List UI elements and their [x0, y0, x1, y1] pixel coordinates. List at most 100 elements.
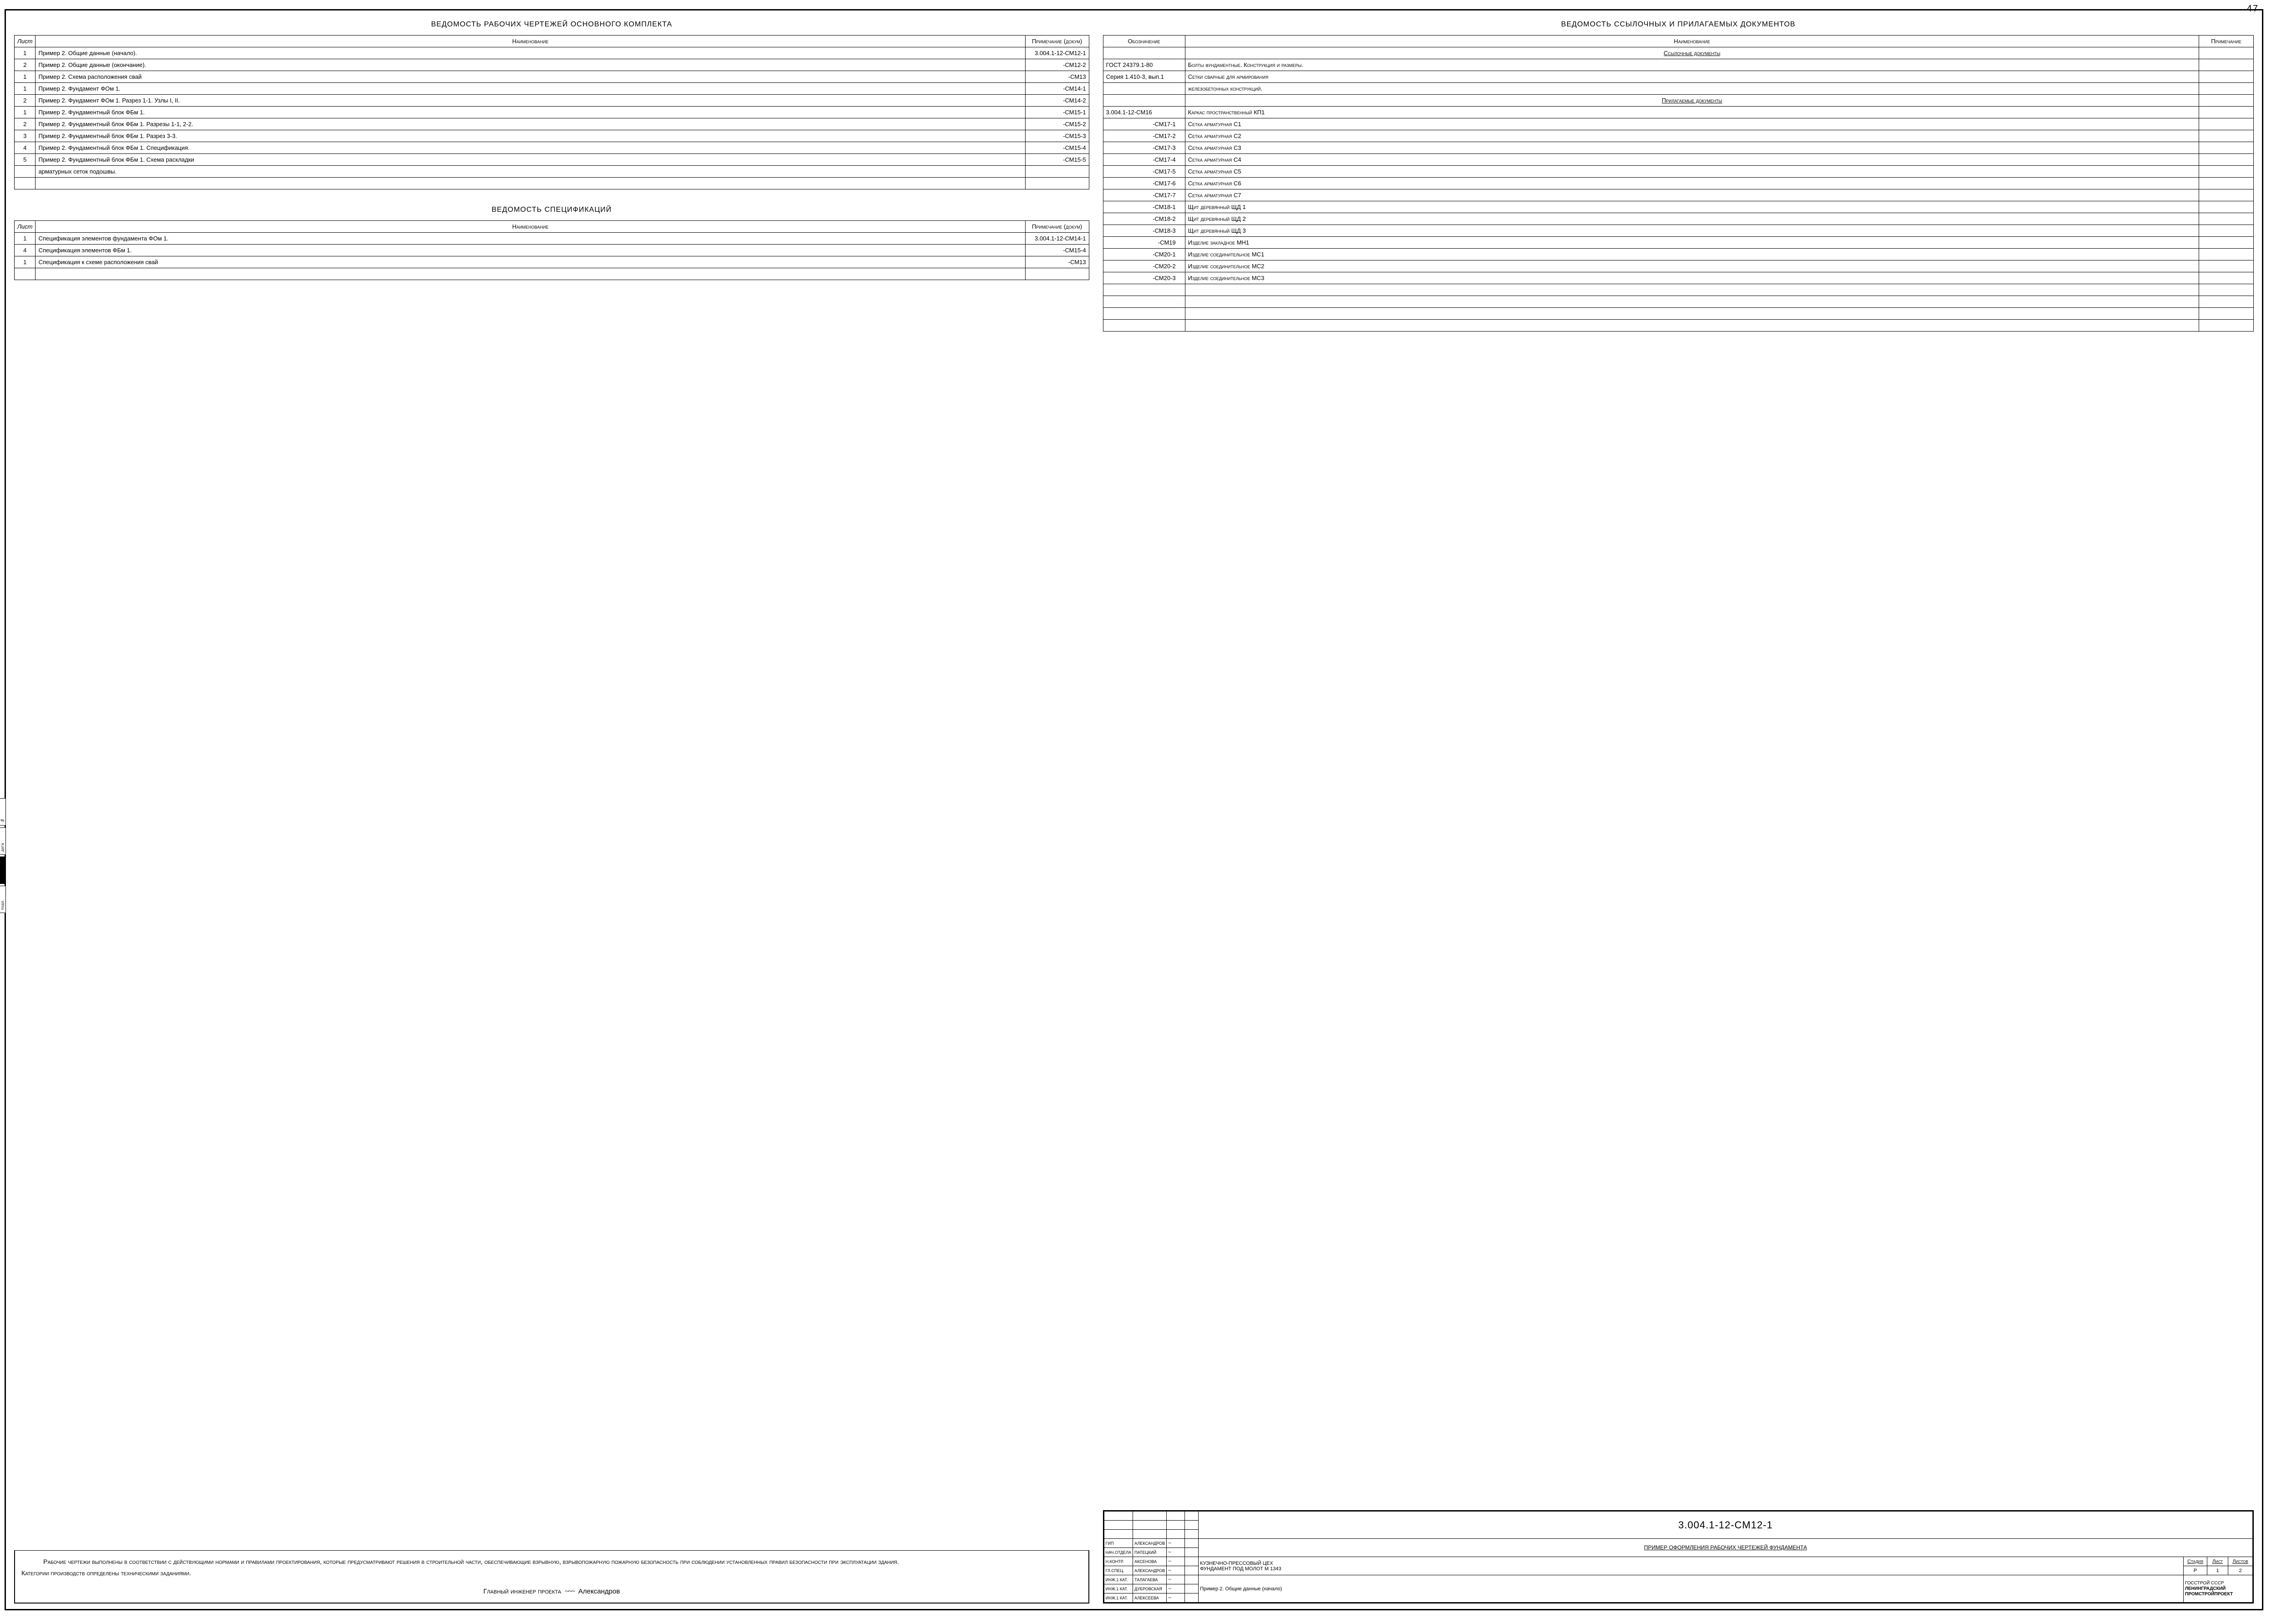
cell-note: -СМ15-5	[1025, 154, 1089, 166]
cell-designation	[1103, 296, 1185, 308]
cell-designation	[1103, 284, 1185, 296]
cell-designation: -СМ17-1	[1103, 118, 1185, 130]
table-row: Ссылочные документы	[1103, 47, 2253, 59]
table-row: -СМ17-3Сетка арматурная С3	[1103, 142, 2253, 154]
cell-name: Пример 2. Общие данные (начало).	[36, 47, 1025, 59]
role-label: ГИП	[1104, 1539, 1133, 1548]
th-designation: Обозначение	[1103, 36, 1185, 47]
margin-tab: Подпись и дата	[0, 827, 6, 855]
th-sheet: Лист	[15, 36, 36, 47]
table-references: Обозначение Наименование Примечание Ссыл…	[1103, 35, 2254, 332]
table-row: -СМ17-7Сетка арматурная С7	[1103, 189, 2253, 201]
cell-sheet: 5	[15, 154, 36, 166]
table-row: Прилагаемые документы	[1103, 95, 2253, 107]
table-row	[1103, 284, 2253, 296]
cell-note	[2199, 95, 2254, 107]
organization: ГОССТРОЙ СССР ЛЕНИНГРАДСКИЙ ПРОМСТРОЙПРО…	[2184, 1575, 2253, 1603]
cell-sheet	[15, 166, 36, 178]
cell-designation: -СМ20-2	[1103, 260, 1185, 272]
cell-name: Изделие соединительное МС2	[1185, 260, 2199, 272]
cell-designation	[1103, 47, 1185, 59]
cell-designation: -СМ20-3	[1103, 272, 1185, 284]
cell-sheet: 1	[15, 47, 36, 59]
th-name: Наименование	[1185, 36, 2199, 47]
cell-designation: ГОСТ 24379.1-80	[1103, 59, 1185, 71]
th-name: Наименование	[36, 36, 1025, 47]
cell-note	[2199, 284, 2254, 296]
cell-note	[2199, 249, 2254, 260]
cell-name: Пример 2. Общие данные (окончание).	[36, 59, 1025, 71]
role-name: АКСЕНОВА	[1133, 1557, 1167, 1566]
table-row: -СМ18-3Щит деревянный ЩД 3	[1103, 225, 2253, 237]
cell-note	[1025, 166, 1089, 178]
cell-sheet: 4	[15, 142, 36, 154]
cell-name: Изделие закладное МН1	[1185, 237, 2199, 249]
cell-name: Пример 2. Фундаментный блок ФБм 1. Разре…	[36, 118, 1025, 130]
cell-note	[1025, 268, 1089, 280]
cell-name	[1185, 320, 2199, 332]
cell-name: Сетка арматурная С3	[1185, 142, 2199, 154]
sheets-value: 2	[2228, 1566, 2253, 1575]
role-label: ИНЖ.1 КАТ.	[1104, 1584, 1133, 1593]
cell-sheet	[15, 268, 36, 280]
cell-name: Пример 2. Схема расположения свай	[36, 71, 1025, 83]
cell-name: Ссылочные документы	[1185, 47, 2199, 59]
role-signature: ~	[1167, 1593, 1185, 1603]
cell-sheet: 1	[15, 71, 36, 83]
stage-value: Р	[2184, 1566, 2207, 1575]
cell-designation: -СМ17-7	[1103, 189, 1185, 201]
notes-block: Рабочие чертежи выполнены в соответствии…	[14, 1550, 1089, 1604]
cell-note: -СМ13	[1025, 71, 1089, 83]
role-name: ДУБРОВСКАЯ	[1133, 1584, 1167, 1593]
cell-sheet: 1	[15, 256, 36, 268]
cell-name: Сетка арматурная С6	[1185, 178, 2199, 189]
cell-name: Изделие соединительное МС3	[1185, 272, 2199, 284]
table-row: -СМ17-4Сетка арматурная С4	[1103, 154, 2253, 166]
role-name: ПАТЕЦКИЙ	[1133, 1548, 1167, 1557]
cell-sheet: 3	[15, 130, 36, 142]
cell-note: -СМ15-2	[1025, 118, 1089, 130]
table-row: -СМ20-1Изделие соединительное МС1	[1103, 249, 2253, 260]
cell-note	[2199, 225, 2254, 237]
role-name: АЛЕКСАНДРОВ	[1133, 1566, 1167, 1575]
role-label: ИНЖ.1 КАТ.	[1104, 1593, 1133, 1603]
table-row: 1Спецификация элементов фундамента ФОм 1…	[15, 233, 1089, 245]
role-signature: ~	[1167, 1539, 1185, 1548]
cell-designation: -СМ17-3	[1103, 142, 1185, 154]
cell-sheet: 2	[15, 59, 36, 71]
cell-name: Сетки сварные для армирования	[1185, 71, 2199, 83]
cell-name: Сетка арматурная С5	[1185, 166, 2199, 178]
cell-name: Спецификация элементов ФБм 1.	[36, 245, 1025, 256]
margin-tab: Инв.№ подл.	[0, 886, 6, 913]
cell-name: Щит деревянный ЩД 2	[1185, 213, 2199, 225]
table-row: -СМ18-2Щит деревянный ЩД 2	[1103, 213, 2253, 225]
table-row: 1Пример 2. Схема расположения свай-СМ13	[15, 71, 1089, 83]
role-label: НАЧ.ОТДЕЛА	[1104, 1548, 1133, 1557]
right-column: ВЕДОМОСТЬ ССЫЛОЧНЫХ И ПРИЛАГАЕМЫХ ДОКУМЕ…	[1103, 19, 2254, 1604]
sheet-value: 1	[2207, 1566, 2228, 1575]
role-date	[1185, 1539, 1199, 1548]
cell-designation	[1103, 83, 1185, 95]
cell-note	[2199, 83, 2254, 95]
role-name: АЛЕКСАНДРОВ	[1133, 1539, 1167, 1548]
left-column: ВЕДОМОСТЬ РАБОЧИХ ЧЕРТЕЖЕЙ ОСНОВНОГО КОМ…	[14, 19, 1089, 1604]
cell-sheet: 2	[15, 95, 36, 107]
table-row: 4Пример 2. Фундаментный блок ФБм 1. Спец…	[15, 142, 1089, 154]
cell-designation: -СМ18-2	[1103, 213, 1185, 225]
cell-designation: -СМ17-6	[1103, 178, 1185, 189]
cell-sheet	[15, 178, 36, 189]
table-row: -СМ17-1Сетка арматурная С1	[1103, 118, 2253, 130]
cell-designation: -СМ18-3	[1103, 225, 1185, 237]
table-row: 4Спецификация элементов ФБм 1.-СМ15-4	[15, 245, 1089, 256]
role-label: ИНЖ.1 КАТ.	[1104, 1575, 1133, 1584]
role-date	[1185, 1548, 1199, 1557]
chief-signature: ~~~	[563, 1588, 576, 1595]
cell-name: Болты фундаментные. Конструкция и размер…	[1185, 59, 2199, 71]
table-row: -СМ17-6Сетка арматурная С6	[1103, 178, 2253, 189]
table-row: 2Пример 2. Общие данные (окончание).-СМ1…	[15, 59, 1089, 71]
role-date	[1185, 1593, 1199, 1603]
cell-name: Спецификация к схеме расположения свай	[36, 256, 1025, 268]
cell-note	[1025, 178, 1089, 189]
table-row: -СМ20-2Изделие соединительное МС2	[1103, 260, 2253, 272]
cell-sheet: 1	[15, 83, 36, 95]
